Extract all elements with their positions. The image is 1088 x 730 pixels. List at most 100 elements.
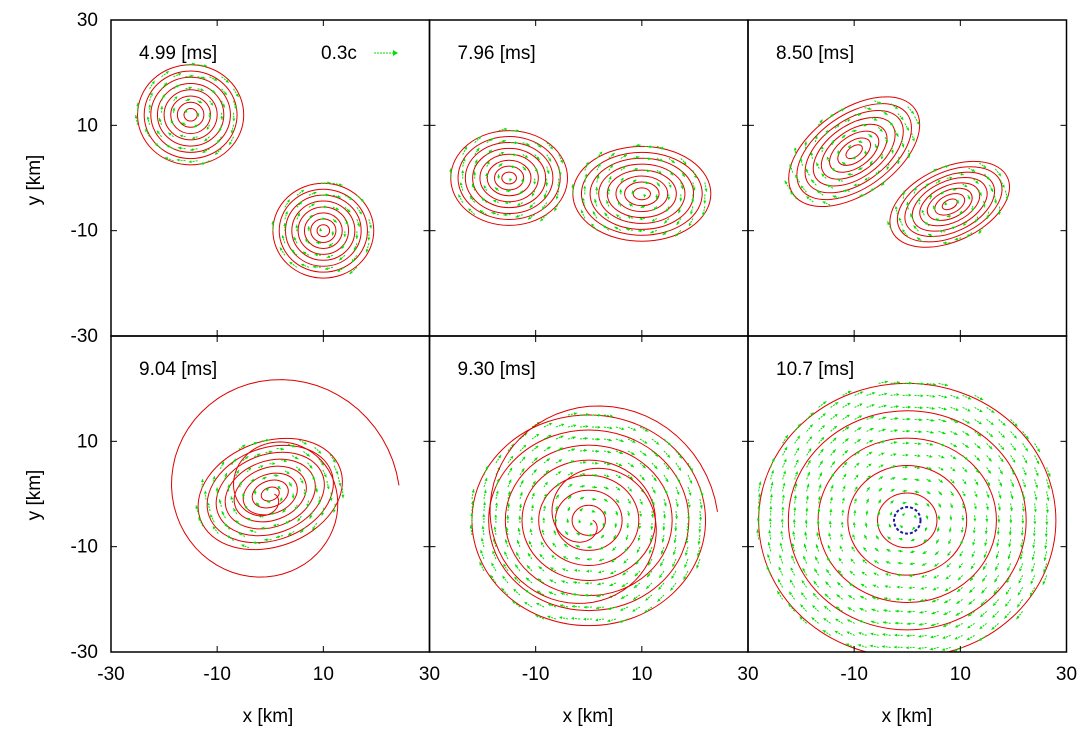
velocity-arrowhead [458, 194, 462, 198]
velocity-arrowhead [960, 529, 964, 533]
velocity-arrowhead [190, 148, 194, 152]
velocity-arrow [817, 119, 823, 126]
velocity-arrowhead [571, 448, 575, 452]
velocity-arrow [824, 129, 829, 136]
velocity-arrow [878, 440, 886, 444]
velocity-arrow [639, 474, 646, 481]
velocity-arrowhead [847, 619, 851, 623]
velocity-arrowhead [679, 198, 683, 202]
velocity-arrow [853, 183, 860, 186]
velocity-arrowhead [977, 433, 982, 437]
body-1 [469, 412, 707, 627]
velocity-arrowhead [558, 459, 563, 463]
density-contour [521, 459, 656, 582]
velocity-arrowhead [536, 590, 541, 594]
velocity-arrowhead [829, 508, 833, 512]
velocity-arrowhead [979, 409, 983, 413]
velocity-arrowhead [548, 591, 553, 595]
velocity-arrow [883, 597, 891, 600]
velocity-arrow [579, 461, 587, 464]
velocity-arrowhead [999, 483, 1002, 487]
velocity-arrow [859, 193, 867, 197]
velocity-arrowhead [961, 505, 965, 509]
velocity-arrowhead [311, 203, 315, 207]
velocity-arrow [914, 454, 921, 457]
velocity-arrowhead [512, 601, 516, 605]
velocity-arrowhead [822, 201, 826, 205]
density-contour [488, 429, 690, 612]
velocity-arrowhead [615, 512, 618, 516]
velocity-arrow [827, 544, 832, 552]
velocity-arrowhead [586, 412, 590, 416]
velocity-arrowhead [598, 558, 603, 562]
y-tick-label: 10 [77, 115, 98, 136]
velocity-arrowhead [645, 597, 649, 601]
velocity-arrowhead [542, 206, 546, 210]
velocity-arrow [871, 117, 878, 121]
velocity-arrowhead [689, 480, 693, 484]
velocity-arrowhead [794, 483, 798, 487]
velocity-arrowhead [874, 145, 878, 149]
velocity-arrowhead [944, 600, 948, 603]
velocity-arrowhead [1021, 508, 1025, 512]
velocity-arrowhead [1009, 520, 1013, 524]
density-contour [450, 130, 569, 226]
velocity-arrow [924, 221, 930, 227]
velocity-arrowhead [858, 620, 863, 623]
velocity-arrowhead [946, 564, 950, 568]
velocity-arrowhead [534, 457, 538, 461]
velocity-arrow [939, 230, 946, 233]
velocity-arrowhead [223, 91, 227, 96]
body-1 [756, 380, 1057, 652]
velocity-arrowhead [549, 146, 554, 150]
velocity-arrow [483, 465, 489, 476]
velocity-arrowhead [984, 531, 988, 535]
velocity-arrowhead [495, 490, 499, 494]
velocity-arrowhead [568, 495, 572, 499]
velocity-arrowhead [823, 618, 827, 621]
x-tick-label: -30 [97, 664, 124, 685]
velocity-arrowhead [602, 523, 606, 527]
velocity-arrowhead [634, 168, 638, 171]
time-label: 7.96 [ms] [458, 43, 536, 64]
velocity-arrowhead [632, 608, 636, 612]
velocity-arrowhead [367, 237, 371, 241]
velocity-arrowhead [997, 519, 1001, 523]
velocity-arrowhead [546, 458, 550, 462]
velocity-arrow [950, 442, 958, 448]
velocity-arrowhead [795, 459, 799, 463]
velocity-arrowhead [959, 211, 963, 215]
velocity-arrowhead [1047, 485, 1050, 489]
velocity-arrow [842, 189, 850, 192]
velocity-arrow [555, 459, 563, 464]
velocity-arrowhead [504, 539, 508, 543]
velocity-arrowhead [1002, 422, 1006, 426]
velocity-arrowhead [937, 516, 941, 520]
velocity-arrowhead [962, 222, 967, 226]
velocity-arrow [938, 454, 945, 459]
velocity-arrowhead [841, 509, 845, 513]
velocity-arrowhead [770, 482, 774, 486]
velocity-arrowhead [676, 491, 680, 496]
velocity-arrowhead [541, 529, 545, 533]
velocity-arrowhead [683, 161, 687, 165]
velocity-arrowhead [236, 470, 239, 474]
velocity-arrowhead [585, 569, 590, 573]
velocity-arrow [794, 423, 802, 432]
velocity-arrowhead [948, 540, 952, 545]
velocity-arrow [821, 173, 827, 179]
velocity-arrowhead [226, 535, 231, 539]
velocity-arrow [543, 469, 550, 476]
velocity-arrowhead [627, 216, 631, 219]
velocity-arrowhead [648, 550, 652, 554]
body-2 [571, 144, 712, 242]
panel-frame [747, 335, 1068, 653]
velocity-arrow [1046, 479, 1050, 489]
velocity-arrow [1029, 587, 1036, 597]
velocity-arrowhead [686, 528, 690, 532]
velocity-arrowhead [789, 591, 793, 595]
velocity-arrowhead [335, 471, 339, 475]
velocity-arrow [854, 474, 859, 480]
velocity-arrowhead [793, 507, 797, 511]
velocity-arrowhead [623, 154, 627, 158]
